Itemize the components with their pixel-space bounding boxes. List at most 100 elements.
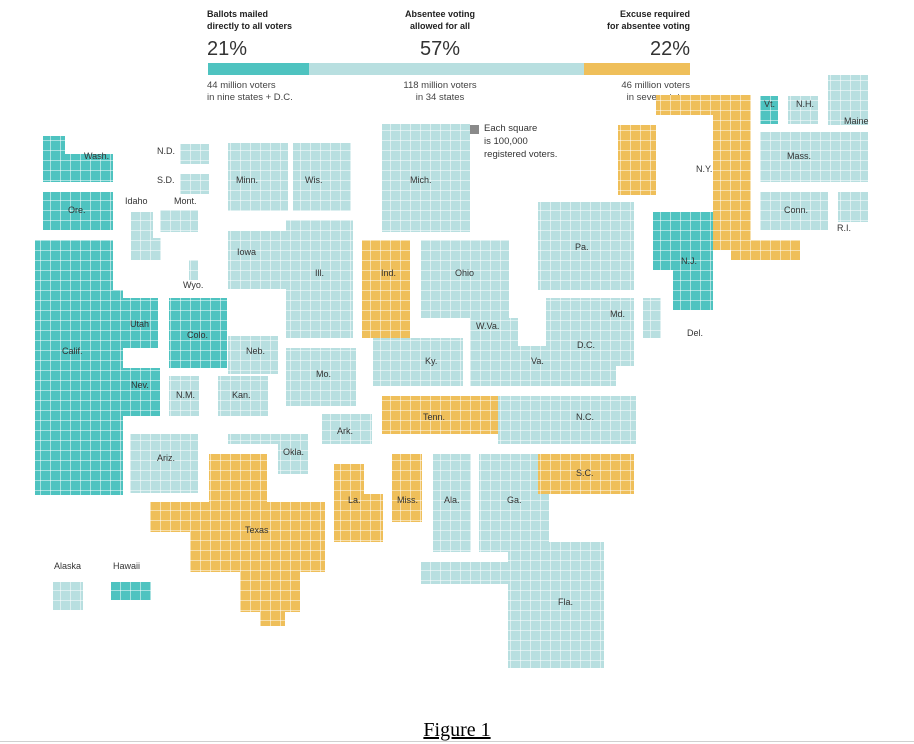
absentee-note: 118 million voters in 34 states bbox=[403, 80, 477, 103]
state-n-m bbox=[169, 376, 199, 416]
state-nev bbox=[120, 368, 160, 416]
state-label-colo: Colo. bbox=[187, 330, 209, 340]
state-n-y bbox=[618, 95, 800, 260]
state-n-j bbox=[653, 212, 713, 310]
state-label-s-d: S.D. bbox=[157, 175, 175, 185]
excuse-title: Excuse required for absentee voting bbox=[606, 9, 690, 31]
state-grid bbox=[470, 318, 518, 346]
state-grid bbox=[43, 154, 113, 182]
state-label-wyo: Wyo. bbox=[183, 280, 204, 290]
excuse-percent: 22% bbox=[649, 38, 690, 60]
state-label-mass: Mass. bbox=[787, 151, 812, 161]
state-label-n-c: N.C. bbox=[576, 412, 594, 422]
state-grid bbox=[111, 582, 151, 600]
state-label-la: La. bbox=[348, 495, 361, 505]
state-label-tenn: Tenn. bbox=[423, 412, 446, 422]
state-calif bbox=[35, 240, 123, 495]
state-grid bbox=[673, 270, 713, 310]
state-grid bbox=[100, 290, 123, 495]
state-grid bbox=[153, 238, 161, 260]
state-label-pa: Pa. bbox=[575, 242, 589, 252]
absentee-title: Absentee voting allowed for all bbox=[404, 9, 475, 31]
state-grid bbox=[120, 368, 160, 416]
state-label-ariz: Ariz. bbox=[157, 453, 175, 463]
state-label-idaho: Idaho bbox=[125, 196, 148, 206]
state-ore bbox=[43, 192, 113, 230]
state-label-ore: Ore. bbox=[68, 205, 86, 215]
state-label-wash: Wash. bbox=[84, 151, 110, 161]
state-ariz bbox=[130, 434, 198, 493]
state-wyo bbox=[189, 260, 198, 280]
state-vt bbox=[760, 96, 778, 124]
state-mass bbox=[760, 132, 868, 182]
state-label-md: Md. bbox=[610, 309, 626, 319]
state-grid bbox=[382, 124, 470, 232]
state-grid bbox=[278, 444, 308, 474]
state-grid bbox=[760, 132, 868, 182]
state-grid bbox=[120, 298, 158, 348]
state-n-d bbox=[180, 144, 209, 164]
state-ala bbox=[433, 454, 471, 552]
state-colo bbox=[169, 298, 227, 368]
state-la bbox=[334, 464, 383, 542]
state-label-vt: Vt. bbox=[764, 99, 776, 109]
state-miss bbox=[392, 454, 422, 522]
figure-caption: Figure 1 bbox=[423, 719, 491, 741]
state-grid bbox=[546, 298, 634, 366]
state-grid bbox=[228, 231, 286, 289]
state-grid bbox=[828, 75, 868, 125]
state-grid bbox=[362, 240, 410, 338]
state-conn bbox=[760, 192, 828, 230]
state-grid bbox=[240, 572, 300, 612]
mail-share-bar bbox=[208, 63, 309, 75]
state-label-ky: Ky. bbox=[425, 356, 438, 366]
state-label-minn: Minn. bbox=[236, 175, 259, 185]
state-grid bbox=[180, 144, 209, 164]
state-grid bbox=[43, 192, 113, 230]
state-label-mo: Mo. bbox=[316, 369, 332, 379]
mail-title: Ballots mailed directly to all voters bbox=[207, 9, 293, 31]
state-iowa bbox=[228, 231, 286, 289]
state-label-n-m: N.M. bbox=[176, 390, 195, 400]
state-grid bbox=[713, 95, 751, 250]
absentee-percent: 57% bbox=[419, 38, 461, 60]
state-grid bbox=[618, 125, 656, 195]
state-wash bbox=[43, 136, 113, 182]
state-grid bbox=[286, 220, 353, 338]
state-s-d bbox=[180, 174, 209, 194]
state-grid bbox=[538, 454, 634, 494]
state-texas bbox=[150, 454, 325, 626]
state-grid bbox=[150, 502, 325, 532]
state-mich bbox=[382, 124, 470, 232]
state-label-n-y: N.Y. bbox=[696, 164, 713, 174]
legend-square-icon bbox=[470, 125, 479, 134]
excuse-share-bar bbox=[584, 63, 690, 75]
state-grid bbox=[209, 454, 267, 502]
state-label-alaska: Alaska bbox=[54, 561, 82, 571]
state-grid bbox=[189, 260, 198, 280]
state-ark bbox=[322, 414, 372, 444]
state-fla bbox=[421, 542, 604, 668]
state-grid bbox=[286, 348, 356, 406]
state-utah bbox=[120, 298, 158, 348]
state-label-utah: Utah bbox=[130, 319, 150, 329]
state-grid bbox=[788, 96, 818, 124]
state-grid bbox=[538, 202, 634, 290]
state-label-s-c: S.C. bbox=[576, 468, 594, 478]
state-ill bbox=[286, 220, 353, 338]
state-ga bbox=[479, 454, 549, 552]
state-tenn bbox=[382, 396, 500, 434]
state-label-okla: Okla. bbox=[283, 447, 305, 457]
state-label-ill: Ill. bbox=[315, 268, 324, 278]
state-grid bbox=[498, 396, 636, 444]
state-label-iowa: Iowa bbox=[237, 247, 257, 257]
state-label-miss: Miss. bbox=[397, 495, 418, 505]
state-label-n-j: N.J. bbox=[681, 256, 698, 266]
state-grid bbox=[653, 212, 713, 270]
state-n-h bbox=[788, 96, 818, 124]
state-kan bbox=[218, 376, 268, 416]
state-label-maine: Maine bbox=[844, 116, 869, 126]
state-minn bbox=[228, 143, 288, 211]
state-label-r-i: R.I. bbox=[837, 223, 852, 233]
